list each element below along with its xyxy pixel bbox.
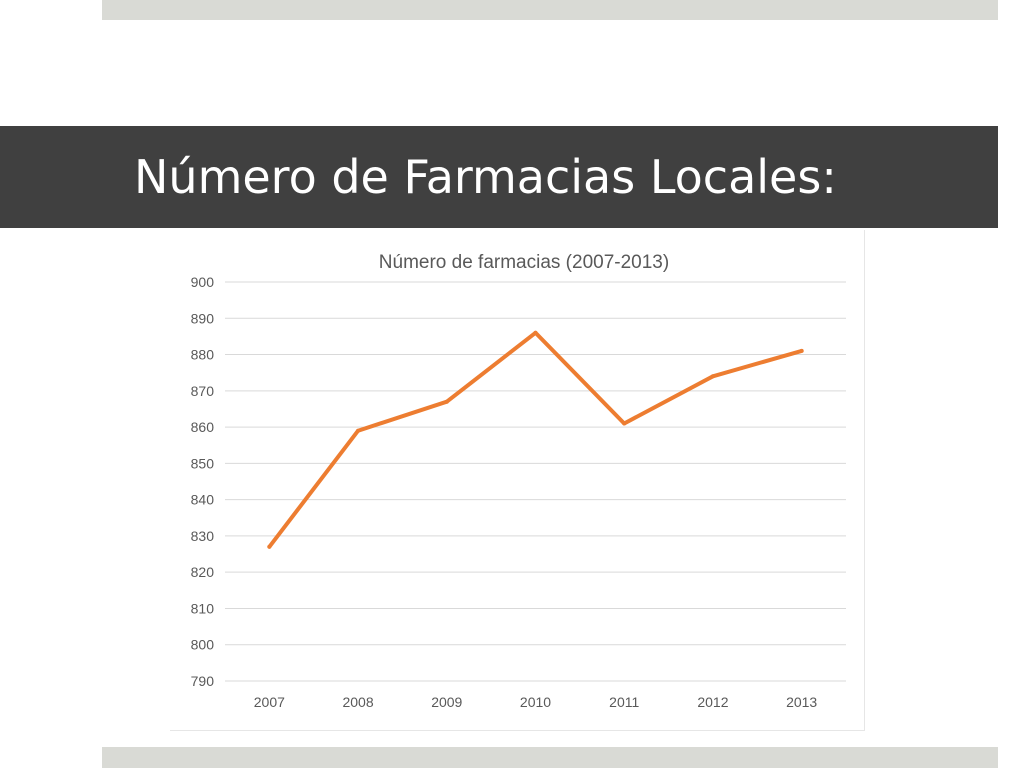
gridlines bbox=[225, 281, 846, 682]
top-accent-bar bbox=[102, 0, 998, 20]
y-tick-label: 860 bbox=[191, 419, 215, 435]
y-tick-label: 810 bbox=[191, 600, 215, 616]
y-tick-label: 890 bbox=[191, 310, 215, 326]
x-tick-label: 2013 bbox=[786, 694, 817, 710]
x-tick-label: 2008 bbox=[342, 694, 373, 710]
y-tick-label: 900 bbox=[191, 274, 215, 290]
data-point bbox=[710, 374, 715, 379]
data-point bbox=[799, 348, 804, 353]
slide-title: Número de Farmacias Locales: bbox=[134, 150, 837, 204]
data-point bbox=[622, 421, 627, 426]
data-point bbox=[356, 428, 361, 433]
x-tick-label: 2010 bbox=[520, 694, 551, 710]
data-point bbox=[444, 399, 449, 404]
series-layer bbox=[267, 330, 804, 549]
data-point bbox=[533, 330, 538, 335]
data-point bbox=[267, 544, 272, 549]
y-tick-label: 820 bbox=[191, 564, 215, 580]
x-tick-label: 2009 bbox=[431, 694, 462, 710]
y-tick-label: 850 bbox=[191, 455, 215, 471]
y-tick-label: 800 bbox=[191, 637, 215, 653]
y-tick-label: 790 bbox=[191, 673, 215, 689]
chart-title: Número de farmacias (2007-2013) bbox=[379, 252, 669, 273]
y-tick-label: 830 bbox=[191, 528, 215, 544]
title-band bbox=[0, 126, 998, 228]
y-tick-label: 840 bbox=[191, 492, 215, 508]
x-tick-label: 2011 bbox=[609, 694, 639, 710]
series-line bbox=[267, 330, 804, 549]
x-axis-tick-labels: 2007 2008 2009 2010 2011 2012 2013 bbox=[254, 694, 818, 710]
x-tick-label: 2007 bbox=[254, 694, 285, 710]
chart-container: Número de farmacias (2007-2013) 900 890 88… bbox=[170, 230, 865, 731]
x-tick-label: 2012 bbox=[697, 694, 728, 710]
bottom-accent-bar bbox=[102, 747, 998, 768]
y-axis-tick-labels: 900 890 880 870 860 850 840 830 820 810 800 790 bbox=[191, 274, 215, 689]
y-tick-label: 870 bbox=[191, 383, 215, 399]
y-tick-label: 880 bbox=[191, 347, 215, 363]
line-chart: Número de farmacias (2007-2013) 900 890 88… bbox=[191, 252, 846, 710]
